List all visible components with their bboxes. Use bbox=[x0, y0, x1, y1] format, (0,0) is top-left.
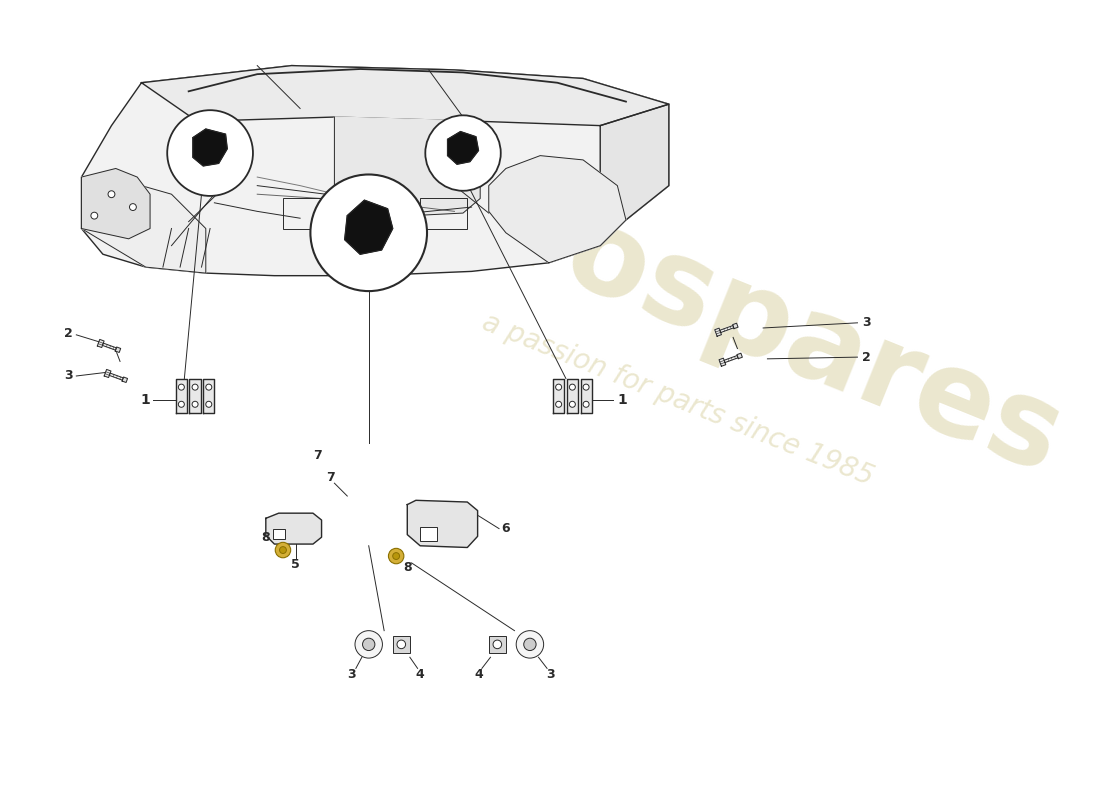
Circle shape bbox=[570, 384, 575, 390]
Polygon shape bbox=[192, 129, 228, 166]
Bar bbox=[420, 527, 438, 541]
Circle shape bbox=[167, 110, 253, 196]
Circle shape bbox=[388, 548, 404, 564]
Bar bbox=[393, 636, 410, 653]
Circle shape bbox=[397, 640, 406, 649]
Text: 1: 1 bbox=[617, 393, 627, 407]
Circle shape bbox=[130, 204, 136, 210]
Circle shape bbox=[206, 384, 212, 390]
Text: 2: 2 bbox=[64, 326, 73, 340]
Circle shape bbox=[393, 553, 399, 559]
Polygon shape bbox=[566, 378, 578, 413]
Circle shape bbox=[192, 402, 198, 407]
Circle shape bbox=[279, 546, 286, 554]
Circle shape bbox=[556, 384, 562, 390]
Polygon shape bbox=[109, 373, 123, 380]
Polygon shape bbox=[81, 169, 150, 238]
Circle shape bbox=[108, 190, 114, 198]
Polygon shape bbox=[81, 177, 206, 273]
Polygon shape bbox=[122, 377, 128, 382]
Polygon shape bbox=[116, 347, 121, 353]
Text: 3: 3 bbox=[547, 668, 554, 681]
Circle shape bbox=[493, 640, 502, 649]
Polygon shape bbox=[407, 500, 477, 547]
Text: 4: 4 bbox=[474, 668, 483, 681]
Polygon shape bbox=[715, 328, 722, 336]
Text: 5: 5 bbox=[292, 558, 300, 571]
Text: 3: 3 bbox=[64, 370, 73, 382]
Text: 3: 3 bbox=[348, 668, 356, 681]
Polygon shape bbox=[176, 378, 187, 413]
Polygon shape bbox=[204, 378, 214, 413]
Bar bbox=[283, 198, 334, 229]
Circle shape bbox=[355, 630, 383, 658]
Text: 4: 4 bbox=[416, 668, 425, 681]
Circle shape bbox=[583, 402, 590, 407]
Circle shape bbox=[524, 638, 536, 650]
Polygon shape bbox=[448, 132, 478, 164]
Polygon shape bbox=[334, 117, 481, 216]
Text: 2: 2 bbox=[861, 350, 870, 364]
Text: 7: 7 bbox=[326, 470, 334, 484]
Polygon shape bbox=[719, 358, 726, 366]
Bar bbox=[273, 530, 285, 539]
Circle shape bbox=[91, 212, 98, 219]
Circle shape bbox=[426, 115, 500, 190]
Text: 8: 8 bbox=[262, 530, 271, 544]
Polygon shape bbox=[142, 66, 669, 126]
Polygon shape bbox=[733, 323, 738, 329]
Polygon shape bbox=[581, 378, 592, 413]
Polygon shape bbox=[344, 200, 393, 254]
Text: 8: 8 bbox=[403, 561, 411, 574]
Bar bbox=[488, 636, 506, 653]
Polygon shape bbox=[81, 66, 669, 276]
Circle shape bbox=[363, 638, 375, 650]
Polygon shape bbox=[488, 156, 626, 263]
Polygon shape bbox=[737, 354, 742, 358]
Polygon shape bbox=[189, 378, 200, 413]
Polygon shape bbox=[719, 326, 734, 333]
Polygon shape bbox=[724, 355, 738, 362]
Polygon shape bbox=[266, 513, 321, 544]
Polygon shape bbox=[102, 343, 117, 350]
Text: 7: 7 bbox=[312, 450, 321, 462]
Polygon shape bbox=[553, 378, 564, 413]
Circle shape bbox=[275, 542, 290, 558]
Circle shape bbox=[516, 630, 543, 658]
Circle shape bbox=[310, 174, 427, 291]
Polygon shape bbox=[601, 104, 669, 220]
Text: a passion for parts since 1985: a passion for parts since 1985 bbox=[477, 309, 877, 491]
Polygon shape bbox=[98, 339, 104, 347]
Circle shape bbox=[556, 402, 562, 407]
Text: 6: 6 bbox=[502, 522, 510, 535]
Text: eurospares: eurospares bbox=[344, 113, 1079, 498]
Bar bbox=[420, 198, 468, 229]
Polygon shape bbox=[104, 370, 111, 378]
Circle shape bbox=[178, 402, 185, 407]
Text: 1: 1 bbox=[141, 393, 150, 407]
Circle shape bbox=[178, 384, 185, 390]
Circle shape bbox=[192, 384, 198, 390]
Circle shape bbox=[206, 402, 212, 407]
Circle shape bbox=[583, 384, 590, 390]
Text: 3: 3 bbox=[861, 316, 870, 330]
Circle shape bbox=[570, 402, 575, 407]
